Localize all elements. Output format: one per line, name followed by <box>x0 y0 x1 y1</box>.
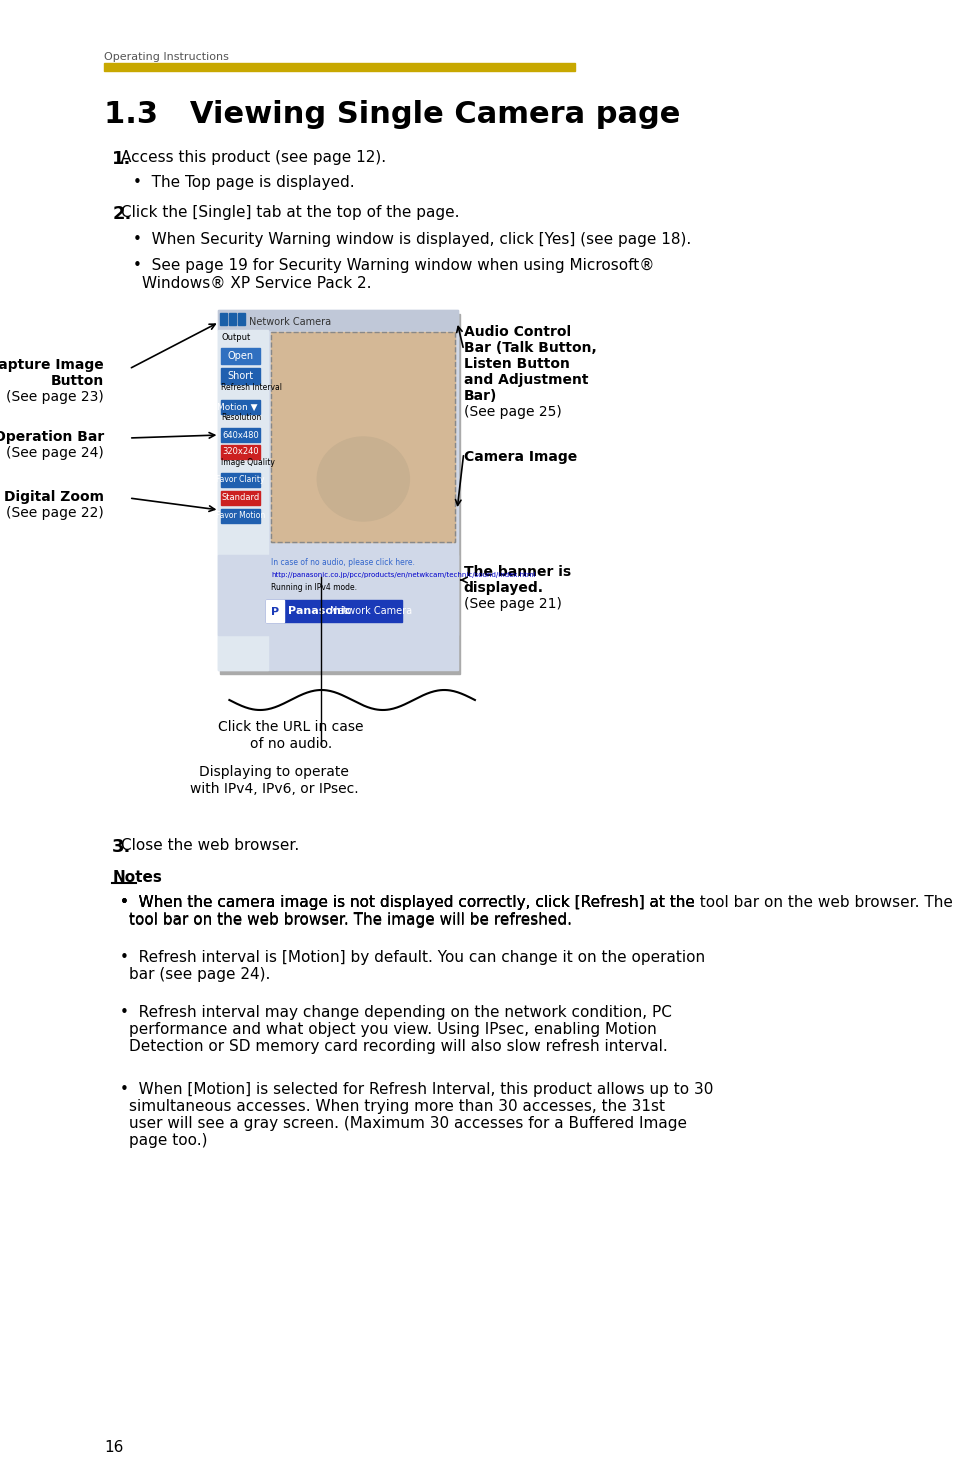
Text: Displaying to operate: Displaying to operate <box>199 766 349 779</box>
Text: 640x480: 640x480 <box>222 431 258 440</box>
Bar <box>265 600 283 622</box>
Bar <box>221 491 260 504</box>
Text: Refresh Interval: Refresh Interval <box>221 384 282 392</box>
Text: Camera Image: Camera Image <box>463 450 577 465</box>
Text: 16: 16 <box>104 1440 123 1454</box>
Text: (See page 21): (See page 21) <box>463 597 561 611</box>
Text: 320x240: 320x240 <box>222 447 258 456</box>
Text: Network Camera: Network Camera <box>330 606 412 617</box>
Bar <box>271 332 455 541</box>
Text: Short: Short <box>227 372 253 381</box>
Text: •  When the camera image is not displayed correctly, click [Refresh] at the: • When the camera image is not displayed… <box>120 895 694 910</box>
Text: page too.): page too.) <box>129 1133 207 1148</box>
Text: Digital Zoom: Digital Zoom <box>4 490 104 504</box>
Text: •  When [Motion] is selected for Refresh Interval, this product allows up to 30: • When [Motion] is selected for Refresh … <box>120 1083 713 1097</box>
Text: tool bar on the web browser. The image will be refreshed.: tool bar on the web browser. The image w… <box>129 913 572 928</box>
Bar <box>104 63 575 71</box>
Text: Operating Instructions: Operating Instructions <box>104 52 229 62</box>
Text: 1.: 1. <box>112 150 132 168</box>
Text: tool bar on the web browser. The image will be refreshed.: tool bar on the web browser. The image w… <box>129 912 572 926</box>
Bar <box>218 330 268 670</box>
Text: Resolution: Resolution <box>221 413 261 422</box>
Bar <box>218 310 457 330</box>
Text: of no audio.: of no audio. <box>250 738 332 751</box>
Text: and Adjustment: and Adjustment <box>463 373 588 386</box>
Bar <box>271 332 455 541</box>
Text: •  When the camera image is not displayed correctly, click [Refresh] at the tool: • When the camera image is not displayed… <box>120 895 953 910</box>
Text: displayed.: displayed. <box>463 581 543 594</box>
Text: •  When the camera image is not displayed correctly, click [Refresh] at the: • When the camera image is not displayed… <box>120 895 694 910</box>
Bar <box>221 428 260 442</box>
Text: Running in IPv4 mode.: Running in IPv4 mode. <box>271 583 356 591</box>
Text: Listen Button: Listen Button <box>463 357 569 372</box>
Text: (See page 24): (See page 24) <box>6 445 104 460</box>
Text: performance and what object you view. Using IPsec, enabling Motion: performance and what object you view. Us… <box>129 1022 656 1037</box>
Text: In case of no audio, please click here.: In case of no audio, please click here. <box>271 558 415 566</box>
Text: Capture Image: Capture Image <box>0 358 104 372</box>
Text: Access this product (see page 12).: Access this product (see page 12). <box>121 150 386 165</box>
Bar <box>221 400 260 414</box>
Text: (See page 22): (See page 22) <box>6 506 104 521</box>
Text: 3.: 3. <box>112 838 132 856</box>
Bar <box>221 367 260 384</box>
Text: Network Camera: Network Camera <box>249 317 331 327</box>
Bar <box>221 445 260 459</box>
Text: Image Quality: Image Quality <box>221 459 274 468</box>
Text: Close the web browser.: Close the web browser. <box>121 838 299 853</box>
Text: 2.: 2. <box>112 205 132 223</box>
Text: Motion ▼: Motion ▼ <box>217 403 257 412</box>
Text: with IPv4, IPv6, or IPsec.: with IPv4, IPv6, or IPsec. <box>190 782 358 796</box>
Text: P: P <box>271 608 278 617</box>
Text: (See page 25): (See page 25) <box>463 406 561 419</box>
Bar <box>218 310 457 670</box>
Bar <box>220 314 460 674</box>
Text: •  See page 19 for Security Warning window when using Microsoft®: • See page 19 for Security Warning windo… <box>133 258 654 273</box>
Text: Favor Clarity: Favor Clarity <box>216 475 265 484</box>
Text: Windows® XP Service Pack 2.: Windows® XP Service Pack 2. <box>142 276 372 291</box>
Text: •  Refresh interval is [Motion] by default. You can change it on the operation: • Refresh interval is [Motion] by defaul… <box>120 950 704 965</box>
Ellipse shape <box>317 437 409 521</box>
Text: •  Refresh interval may change depending on the network condition, PC: • Refresh interval may change depending … <box>120 1004 671 1021</box>
Text: 1.3   Viewing Single Camera page: 1.3 Viewing Single Camera page <box>104 100 679 128</box>
Text: •  When Security Warning window is displayed, click [Yes] (see page 18).: • When Security Warning window is displa… <box>133 232 691 246</box>
Text: Standard: Standard <box>221 494 259 503</box>
Text: simultaneous accesses. When trying more than 30 accesses, the 31st: simultaneous accesses. When trying more … <box>129 1099 664 1114</box>
Text: Operation Bar: Operation Bar <box>0 431 104 444</box>
Bar <box>221 348 260 364</box>
Text: Detection or SD memory card recording will also slow refresh interval.: Detection or SD memory card recording wi… <box>129 1038 667 1055</box>
Text: (See page 23): (See page 23) <box>6 389 104 404</box>
Text: Click the URL in case: Click the URL in case <box>218 720 363 735</box>
Text: Audio Control: Audio Control <box>463 324 570 339</box>
Text: Notes: Notes <box>112 870 162 885</box>
Text: Panasonic: Panasonic <box>288 606 351 617</box>
Text: Bar (Talk Button,: Bar (Talk Button, <box>463 341 596 355</box>
Text: Bar): Bar) <box>463 389 497 403</box>
Text: The banner is: The banner is <box>463 565 570 580</box>
Text: http://panasonic.co.jp/pcc/products/en/netwkcam/technic/sound/index.html: http://panasonic.co.jp/pcc/products/en/n… <box>271 572 536 578</box>
Bar <box>221 509 260 524</box>
Bar <box>265 600 402 622</box>
Bar <box>218 555 457 636</box>
Text: Output: Output <box>221 333 250 342</box>
Text: •  The Top page is displayed.: • The Top page is displayed. <box>133 176 355 190</box>
Text: bar (see page 24).: bar (see page 24). <box>129 968 270 982</box>
Bar <box>238 313 245 324</box>
Text: user will see a gray screen. (Maximum 30 accesses for a Buffered Image: user will see a gray screen. (Maximum 30… <box>129 1117 686 1131</box>
Text: Favor Motion: Favor Motion <box>215 512 265 521</box>
Text: Open: Open <box>227 351 253 361</box>
Bar <box>229 313 235 324</box>
Bar <box>221 473 260 487</box>
Text: Button: Button <box>51 375 104 388</box>
Text: Click the [Single] tab at the top of the page.: Click the [Single] tab at the top of the… <box>121 205 459 220</box>
Bar <box>220 313 227 324</box>
